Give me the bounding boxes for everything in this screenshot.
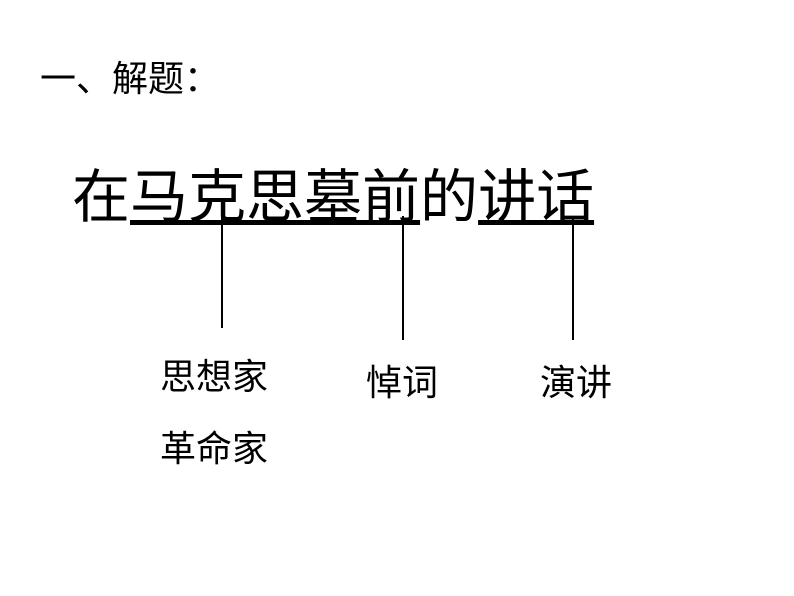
connector-line-1 <box>221 216 223 328</box>
label-speech: 演讲 <box>540 354 612 406</box>
title-part-marx: 马克思 <box>130 165 304 230</box>
label-eulogy: 悼词 <box>366 354 438 406</box>
label-text: 思想家 <box>160 357 268 397</box>
section-heading: 一、解题： <box>40 50 220 102</box>
title-pre: 在 <box>72 165 130 230</box>
title-part-speech: 讲话 <box>478 165 594 230</box>
label-thinker: 思想家 <box>160 348 268 400</box>
connector-line-2 <box>402 216 404 340</box>
connector-line-3 <box>572 216 574 340</box>
label-text: 演讲 <box>540 363 612 403</box>
heading-text: 一、解题： <box>40 59 220 99</box>
label-revolutionary: 革命家 <box>160 420 268 472</box>
main-title: 在马克思墓前的讲话 <box>72 150 594 234</box>
label-text: 革命家 <box>160 429 268 469</box>
slide-container: 一、解题： 在马克思墓前的讲话 思想家 革命家 悼词 演讲 <box>0 0 794 596</box>
label-text: 悼词 <box>366 363 438 403</box>
title-mid: 的 <box>420 165 478 230</box>
